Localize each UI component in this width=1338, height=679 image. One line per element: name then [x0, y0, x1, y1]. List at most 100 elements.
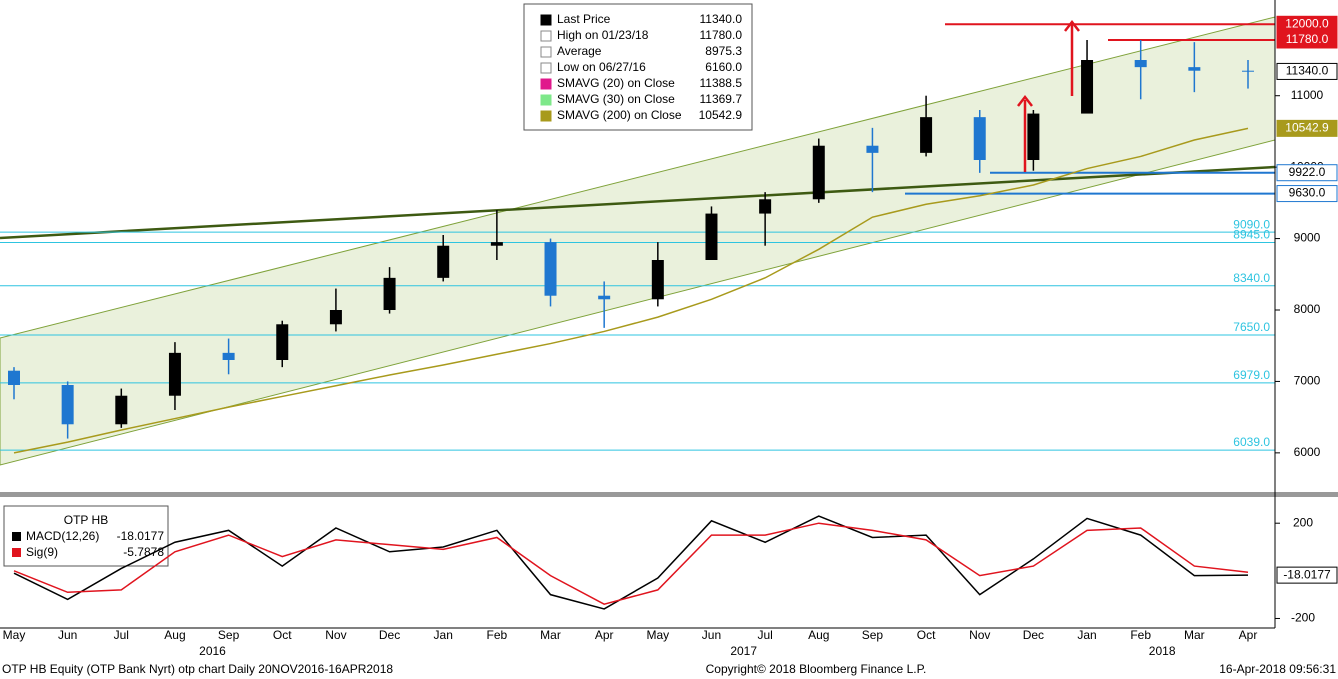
candle-body — [276, 324, 289, 360]
legend-swatch — [540, 78, 552, 90]
level-tag — [1276, 119, 1338, 137]
macd-line — [13, 515, 1249, 610]
candle-body — [437, 245, 450, 278]
x-tick-label: Feb — [487, 628, 508, 642]
trend-line — [0, 165, 1276, 240]
x-tick-label: Mar — [540, 628, 561, 642]
legend-name: High on 01/23/18 — [557, 28, 649, 42]
level-tag — [1276, 566, 1338, 584]
candle-body — [1188, 67, 1201, 71]
y-tick-label: 8000 — [1294, 302, 1321, 316]
x-tick-label: Sep — [862, 628, 884, 642]
x-tick-label: Apr — [1239, 628, 1258, 642]
footer-center: Copyright© 2018 Bloomberg Finance L.P. — [706, 662, 927, 676]
legend-swatch — [12, 548, 21, 557]
candle-body — [61, 385, 74, 425]
x-tick-label: Jan — [1077, 628, 1096, 642]
year-label: 2018 — [1149, 644, 1176, 658]
fib-label: 9090.0 — [1233, 217, 1270, 231]
macd-title: OTP HB — [64, 513, 108, 527]
legend-name: Low on 06/27/16 — [557, 60, 646, 74]
legend-name: MACD(12,26) — [26, 529, 99, 543]
candle-body — [383, 277, 396, 310]
candle-body — [866, 145, 879, 153]
y-tick-label: 9000 — [1294, 231, 1321, 245]
candle-body — [759, 199, 772, 214]
macd-legend-box — [3, 505, 169, 567]
level-tag — [1276, 31, 1338, 49]
x-tick-label: Nov — [969, 628, 990, 642]
x-tick-label: Dec — [379, 628, 400, 642]
candle-body — [329, 310, 342, 325]
legend-name: SMAVG (200) on Close — [557, 108, 682, 122]
fib-label: 6979.0 — [1233, 368, 1270, 382]
legend-name: Average — [557, 44, 602, 58]
fib-label: 6039.0 — [1233, 435, 1270, 449]
x-tick-label: Dec — [1023, 628, 1044, 642]
year-label: 2017 — [730, 644, 757, 658]
panel-divider — [0, 492, 1338, 497]
level-label: 11780.0 — [1286, 32, 1329, 46]
legend-value: 11388.5 — [700, 76, 743, 90]
candle-body — [1027, 113, 1040, 160]
x-tick-label: Aug — [164, 628, 185, 642]
candle-body — [1134, 60, 1147, 68]
candle-body — [651, 260, 664, 300]
legend-value: 11780.0 — [700, 28, 743, 42]
macd-line — [13, 522, 1249, 605]
x-tick-label: Jan — [434, 628, 453, 642]
fib-label: 8945.0 — [1233, 228, 1270, 242]
arrow-head — [1064, 19, 1080, 32]
footer-right: 16-Apr-2018 09:56:31 — [1219, 662, 1336, 676]
legend-value: 11340.0 — [700, 12, 743, 26]
x-tick-label: Oct — [273, 628, 292, 642]
y-tick-label: 7000 — [1294, 374, 1321, 388]
fib-label: 8340.0 — [1233, 271, 1270, 285]
candle-body — [1081, 60, 1094, 114]
legend-value: -5.7878 — [123, 545, 164, 559]
candle-body — [115, 395, 128, 425]
legend-swatch — [540, 46, 552, 58]
x-tick-label: Feb — [1130, 628, 1151, 642]
candle-body — [1242, 70, 1254, 72]
level-tag — [1276, 164, 1338, 182]
legend-value: 8975.3 — [705, 44, 742, 58]
candle-body — [168, 352, 181, 396]
fib-label: 7650.0 — [1233, 320, 1270, 334]
legend-value: 11369.7 — [700, 92, 743, 106]
year-label: 2016 — [199, 644, 226, 658]
legend-value: -18.0177 — [117, 529, 165, 543]
legend-swatch — [540, 94, 552, 106]
level-label: 12000.0 — [1285, 16, 1329, 30]
x-tick-label: Nov — [325, 628, 346, 642]
x-tick-label: Jun — [702, 628, 721, 642]
x-tick-label: Jul — [757, 628, 772, 642]
level-label: 10542.9 — [1285, 121, 1329, 135]
arrow-head — [1017, 94, 1033, 107]
legend-swatch — [12, 532, 21, 541]
x-tick-label: Oct — [917, 628, 936, 642]
x-tick-label: Jul — [114, 628, 129, 642]
candle-body — [920, 117, 933, 153]
legend-value: 10542.9 — [699, 108, 743, 122]
x-tick-label: Aug — [808, 628, 829, 642]
level-tag — [1276, 62, 1338, 80]
y-tick-label: -200 — [1291, 611, 1315, 625]
x-tick-label: May — [646, 628, 669, 642]
legend-box — [523, 3, 753, 131]
level-label: 9630.0 — [1289, 186, 1326, 200]
x-tick-label: Mar — [1184, 628, 1205, 642]
legend-name: SMAVG (30) on Close — [557, 92, 675, 106]
y-tick-label: 200 — [1293, 515, 1313, 529]
x-tick-label: Sep — [218, 628, 240, 642]
candle-body — [598, 295, 611, 300]
legend-swatch — [540, 62, 552, 74]
sma-line — [13, 127, 1249, 454]
legend-name: Sig(9) — [26, 545, 58, 559]
legend-name: SMAVG (20) on Close — [557, 76, 675, 90]
footer-left: OTP HB Equity (OTP Bank Nyrt) otp chart … — [2, 662, 393, 676]
x-tick-label: Apr — [595, 628, 614, 642]
x-tick-label: Jun — [58, 628, 77, 642]
level-tag — [1276, 185, 1338, 203]
